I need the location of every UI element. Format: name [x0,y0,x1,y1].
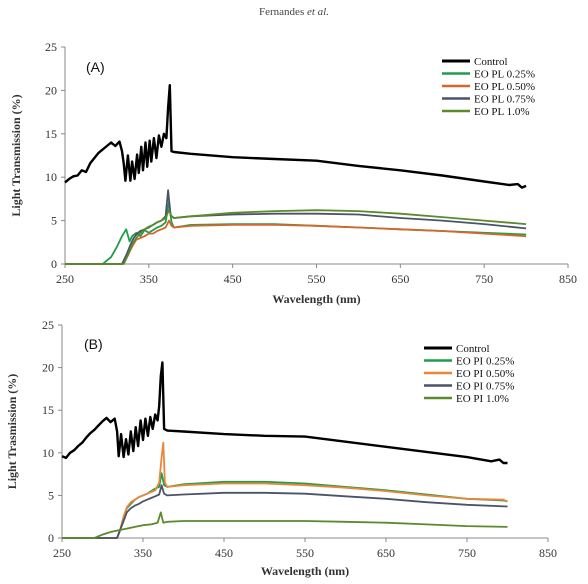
legend-label: EO PL 0.75% [474,94,535,106]
legend-label: EO PI 0.50% [456,368,514,380]
legend-label: EO PI 1.0% [456,393,509,405]
x-axis-label: Wavelength (nm) [272,292,360,306]
x-tick-label: 250 [53,546,71,560]
y-tick-label: 0 [51,257,57,271]
legend-label: Control [456,343,490,355]
y-tick-label: 25 [45,40,57,54]
y-tick-label: 15 [45,127,57,141]
x-tick-label: 650 [391,272,409,286]
x-tick-label: 650 [377,546,395,560]
y-tick-label: 25 [42,318,54,332]
chart-panel-2: 0 5 10 15 20 25 250 350 450 550 650 750 850 Wavelengt… [5,318,557,578]
header-suffix: et al. [306,6,329,18]
x-tick-label: 250 [56,272,74,286]
panel-label: (B) [84,336,103,352]
x-tick-label: 850 [539,546,557,560]
y-tick-label: 10 [45,170,57,184]
y-tick-label: 5 [48,488,54,502]
series-line-5 [62,511,508,539]
x-tick-label: 450 [224,272,242,286]
legend-label: Control [474,56,508,68]
series-line-4 [65,189,527,265]
x-tick-label: 350 [140,272,158,286]
x-tick-label: 550 [308,272,326,286]
x-axis-label: Wavelength (nm) [261,564,349,578]
y-tick-label: 0 [48,531,54,545]
x-tick-label: 750 [475,272,493,286]
panel-label: (A) [86,59,105,75]
x-tick-label: 450 [215,546,233,560]
series-line-3 [62,441,508,539]
y-tick-label: 15 [42,403,54,417]
series-line-5 [65,209,527,265]
x-tick-label: 350 [134,546,152,560]
page-header: Fernandes et al. [0,6,588,18]
legend-label: EO PI 0.75% [456,381,514,393]
legend-label: EO PL 0.25% [474,69,535,81]
y-axis-label: Light Trasmission (%) [5,374,19,490]
legend-label: EO PL 1.0% [474,106,530,118]
y-tick-label: 20 [45,83,57,97]
series-line-1 [61,361,508,465]
chart-panel-1: 0 5 10 15 20 25 250 350 450 550 650 750 850 Wavelengt… [9,40,577,306]
series-line-4 [62,484,508,539]
series-line-1 [64,84,527,189]
y-axis-label: Light Transmission (%) [9,94,23,216]
y-tick-label: 5 [51,214,57,228]
legend-label: EO PI 0.25% [456,356,514,368]
y-tick-label: 20 [42,361,54,375]
header-author: Fernandes [259,6,305,18]
legend-label: EO PL 0.50% [474,81,535,93]
x-tick-label: 550 [296,546,314,560]
x-tick-label: 750 [458,546,476,560]
x-tick-label: 850 [559,272,577,286]
y-tick-label: 10 [42,446,54,460]
